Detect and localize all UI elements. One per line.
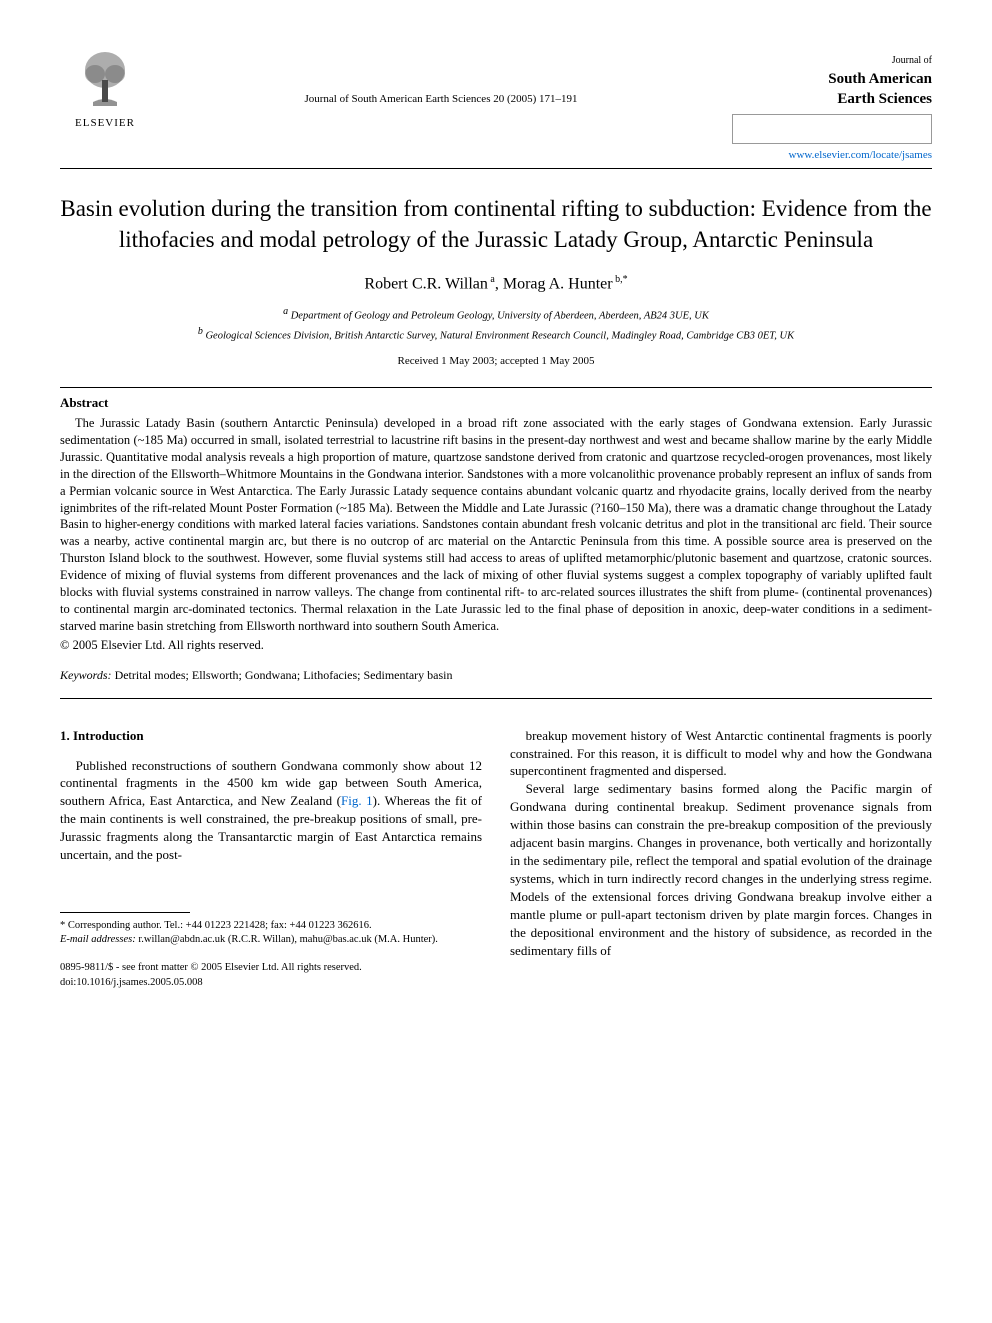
doi-line: doi:10.1016/j.jsames.2005.05.008 (60, 976, 482, 990)
page-header: ELSEVIER Journal of South American Earth… (60, 48, 932, 162)
intro-paragraph-left: Published reconstructions of southern Go… (60, 757, 482, 865)
two-column-body: 1. Introduction Published reconstruction… (60, 727, 932, 990)
left-column: 1. Introduction Published reconstruction… (60, 727, 482, 990)
keywords-text: Detrital modes; Ellsworth; Gondwana; Lit… (115, 668, 453, 682)
footnote-rule (60, 912, 190, 913)
authors-line: Robert C.R. Willan a, Morag A. Hunter b,… (60, 273, 932, 295)
journal-cover-thumb (732, 114, 932, 144)
figure-1-link[interactable]: Fig. 1 (341, 793, 373, 808)
abstract-copyright: © 2005 Elsevier Ltd. All rights reserved… (60, 637, 932, 654)
publisher-logo: ELSEVIER (60, 48, 150, 131)
journal-name-line2: Earth Sciences (732, 90, 932, 108)
intro-paragraph-right-1: breakup movement history of West Antarct… (510, 727, 932, 781)
abstract-bottom-rule (60, 698, 932, 699)
abstract-heading: Abstract (60, 394, 932, 412)
intro-paragraph-right-2: Several large sedimentary basins formed … (510, 780, 932, 959)
top-rule (60, 168, 932, 169)
article-title: Basin evolution during the transition fr… (60, 193, 932, 255)
footer-meta: 0895-9811/$ - see front matter © 2005 El… (60, 961, 482, 989)
abstract-text: The Jurassic Latady Basin (southern Anta… (60, 415, 932, 634)
publisher-logo-text: ELSEVIER (75, 116, 135, 131)
section-1-heading: 1. Introduction (60, 727, 482, 745)
affiliation-a: a Department of Geology and Petroleum Ge… (60, 305, 932, 324)
abstract-body: The Jurassic Latady Basin (southern Anta… (60, 415, 932, 634)
author-2: Morag A. Hunter (503, 276, 613, 293)
author-2-marker: b,* (613, 274, 628, 285)
elsevier-tree-icon (73, 48, 137, 112)
author-1-marker: a (488, 274, 495, 285)
abstract-top-rule (60, 387, 932, 388)
received-accepted-dates: Received 1 May 2003; accepted 1 May 2005 (60, 354, 932, 369)
right-column: breakup movement history of West Antarct… (510, 727, 932, 990)
corresponding-author-footnote: * Corresponding author. Tel.: +44 01223 … (60, 919, 482, 947)
journal-reference: Journal of South American Earth Sciences… (150, 48, 732, 107)
journal-url-link[interactable]: www.elsevier.com/locate/jsames (789, 149, 932, 161)
corresponding-line: * Corresponding author. Tel.: +44 01223 … (60, 919, 482, 933)
journal-name-line1: South American (732, 70, 932, 88)
author-1: Robert C.R. Willan (364, 276, 488, 293)
journal-prefix: Journal of (732, 54, 932, 68)
keywords-line: Keywords: Detrital modes; Ellsworth; Gon… (60, 667, 932, 683)
journal-branding: Journal of South American Earth Sciences… (732, 48, 932, 162)
keywords-label: Keywords: (60, 668, 112, 682)
affiliation-b: b Geological Sciences Division, British … (60, 325, 932, 344)
issn-line: 0895-9811/$ - see front matter © 2005 El… (60, 961, 482, 975)
corresponding-emails: E-mail addresses: r.willan@abdn.ac.uk (R… (60, 933, 482, 947)
